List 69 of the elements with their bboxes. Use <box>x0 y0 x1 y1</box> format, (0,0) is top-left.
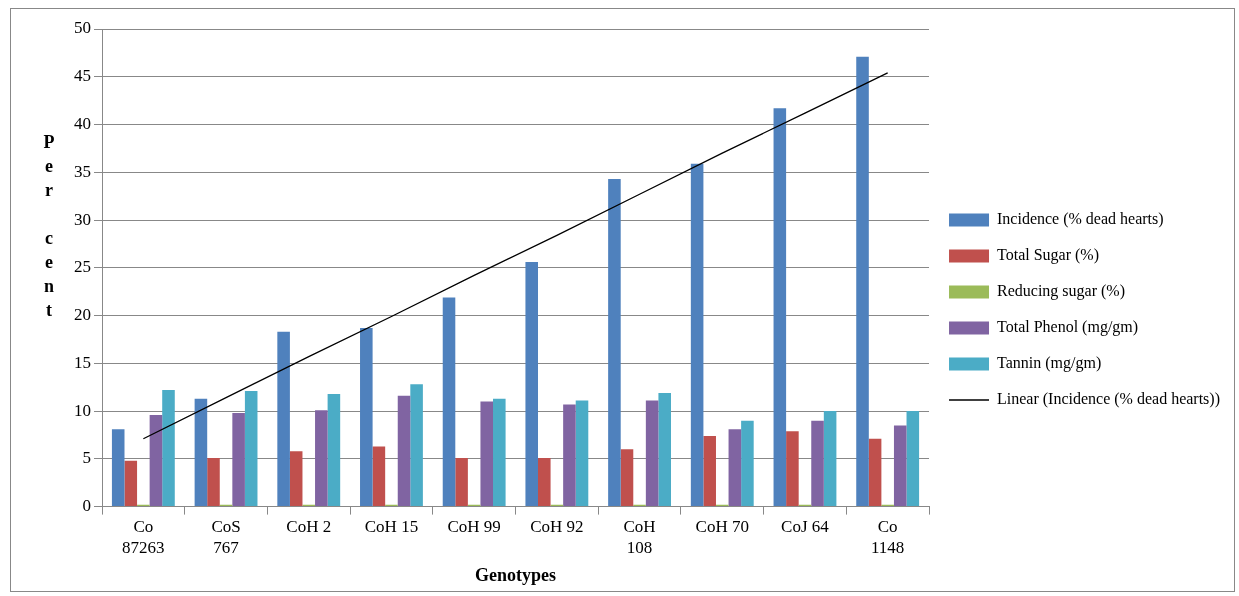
bar <box>397 395 411 507</box>
bar <box>194 398 208 507</box>
legend-label: Reducing sugar (%) <box>997 282 1125 301</box>
bar <box>111 429 125 507</box>
bar <box>244 391 258 507</box>
bar <box>525 262 539 507</box>
bar <box>645 400 659 507</box>
bar <box>786 431 799 507</box>
bar <box>289 451 303 507</box>
bar <box>207 457 220 507</box>
bar <box>149 414 163 507</box>
bar <box>773 108 787 507</box>
legend-label: Total Phenol (mg/gm) <box>997 318 1139 337</box>
bar <box>360 327 373 507</box>
x-tick-label: CoH 92 <box>530 517 584 537</box>
bar <box>124 460 138 507</box>
bar <box>620 449 634 507</box>
bar <box>608 178 621 507</box>
x-tick-label: Co 87263 <box>122 517 165 557</box>
legend-label: Linear (Incidence (% dead hearts)) <box>997 390 1221 409</box>
y-tick-label: 45 <box>74 66 91 86</box>
bar <box>327 393 341 507</box>
y-tick-label: 20 <box>74 305 91 325</box>
x-axis-title: Genotypes <box>475 564 557 585</box>
bar <box>538 457 551 507</box>
bar <box>703 435 716 507</box>
bar <box>493 398 506 507</box>
bar <box>906 411 920 507</box>
x-tick-label: CoS 767 <box>211 517 241 557</box>
bar <box>741 420 754 507</box>
y-tick-label: 5 <box>82 448 91 468</box>
bar <box>315 410 328 507</box>
x-tick-label: CoH 15 <box>364 517 419 537</box>
bar <box>893 425 907 507</box>
bar <box>690 163 704 507</box>
y-tick-label: 25 <box>74 257 91 277</box>
text: Per cent <box>43 132 55 321</box>
x-tick-label: CoH 70 <box>695 517 749 537</box>
bar <box>372 446 386 507</box>
bar <box>480 401 494 507</box>
y-tick-label: 40 <box>74 113 91 133</box>
bar <box>232 412 245 507</box>
bar <box>658 392 671 507</box>
legend-label: Incidence (% dead hearts) <box>997 210 1164 229</box>
bar <box>856 56 869 507</box>
bar <box>575 400 589 507</box>
y-tick-label: 50 <box>74 18 91 38</box>
y-tick-label: 0 <box>82 496 91 516</box>
bar <box>442 297 456 507</box>
y-tick-label: 10 <box>74 400 91 420</box>
x-tick-label: CoJ 64 <box>781 517 830 537</box>
y-tick-label: 30 <box>74 209 91 229</box>
bar <box>823 411 837 507</box>
legend-label: Tannin (mg/gm) <box>997 354 1102 373</box>
bar <box>455 457 468 507</box>
x-tick-label: CoH 108 <box>623 517 656 557</box>
bar <box>162 390 175 507</box>
bar <box>563 404 576 507</box>
x-tick-label: CoH 99 <box>447 517 501 537</box>
y-tick-label: 15 <box>74 352 91 372</box>
y-tick-label: 35 <box>74 161 91 181</box>
bar <box>410 384 423 507</box>
bar <box>277 331 290 507</box>
bar <box>728 429 742 507</box>
x-tick-label: CoH 2 <box>286 517 332 537</box>
x-tick-label: Co 1148 <box>870 517 905 557</box>
legend-label: Total Sugar (%) <box>997 246 1099 265</box>
bar <box>868 438 882 507</box>
bar <box>811 420 824 507</box>
